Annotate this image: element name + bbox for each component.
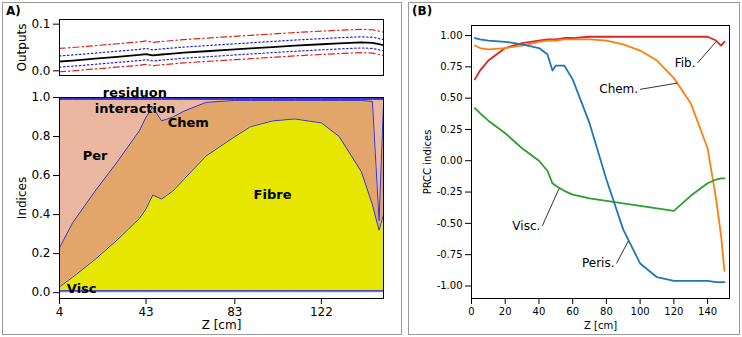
svg-text:Fibre: Fibre [254, 187, 292, 202]
svg-text:Per: Per [83, 148, 108, 163]
svg-text:Indices: Indices [15, 177, 29, 219]
svg-text:Z [cm]: Z [cm] [202, 318, 242, 332]
svg-text:Chem.: Chem. [599, 82, 638, 96]
svg-text:0: 0 [468, 306, 474, 317]
svg-text:4: 4 [56, 305, 64, 319]
svg-text:-1.00: -1.00 [437, 280, 463, 291]
svg-text:-0.25: -0.25 [437, 186, 463, 197]
svg-text:1.0: 1.0 [31, 90, 50, 104]
svg-text:80: 80 [600, 306, 613, 317]
svg-text:0.0: 0.0 [31, 64, 50, 78]
svg-text:0.0: 0.0 [31, 285, 50, 299]
svg-text:0.1: 0.1 [31, 17, 50, 31]
svg-text:Visc: Visc [67, 281, 97, 296]
svg-text:0.2: 0.2 [31, 246, 50, 260]
svg-text:0.25: 0.25 [440, 124, 462, 135]
html-text:(B): (B) [412, 4, 433, 18]
svg-text:0.4: 0.4 [31, 207, 50, 221]
svg-text:40: 40 [533, 306, 546, 317]
svg-text:1.00: 1.00 [440, 30, 462, 41]
svg-text:0.00: 0.00 [440, 155, 462, 166]
svg-text:residuon: residuon [103, 85, 167, 100]
svg-text:43: 43 [138, 305, 153, 319]
svg-text:20: 20 [499, 306, 512, 317]
html-text:A): A) [6, 4, 21, 18]
svg-text:0.50: 0.50 [440, 92, 462, 103]
svg-text:83: 83 [227, 305, 243, 319]
svg-text:-0.75: -0.75 [437, 249, 463, 260]
svg-text:140: 140 [698, 306, 717, 317]
svg-text:0.8: 0.8 [31, 129, 50, 143]
svg-text:100: 100 [631, 306, 650, 317]
svg-text:-0.50: -0.50 [437, 218, 463, 229]
svg-text:Outputs: Outputs [15, 24, 29, 72]
svg-text:Peris.: Peris. [582, 256, 615, 270]
svg-text:PRCC indices: PRCC indices [422, 130, 433, 195]
svg-text:60: 60 [566, 306, 579, 317]
svg-text:Fib.: Fib. [675, 56, 696, 70]
svg-text:120: 120 [664, 306, 683, 317]
svg-text:0.75: 0.75 [440, 61, 462, 72]
svg-text:0.6: 0.6 [31, 168, 50, 182]
svg-text:Chem: Chem [168, 115, 209, 130]
svg-text:interaction: interaction [95, 101, 176, 116]
svg-text:122: 122 [310, 305, 333, 319]
svg-text:Z [cm]: Z [cm] [584, 320, 617, 331]
svg-text:Visc.: Visc. [512, 219, 540, 233]
